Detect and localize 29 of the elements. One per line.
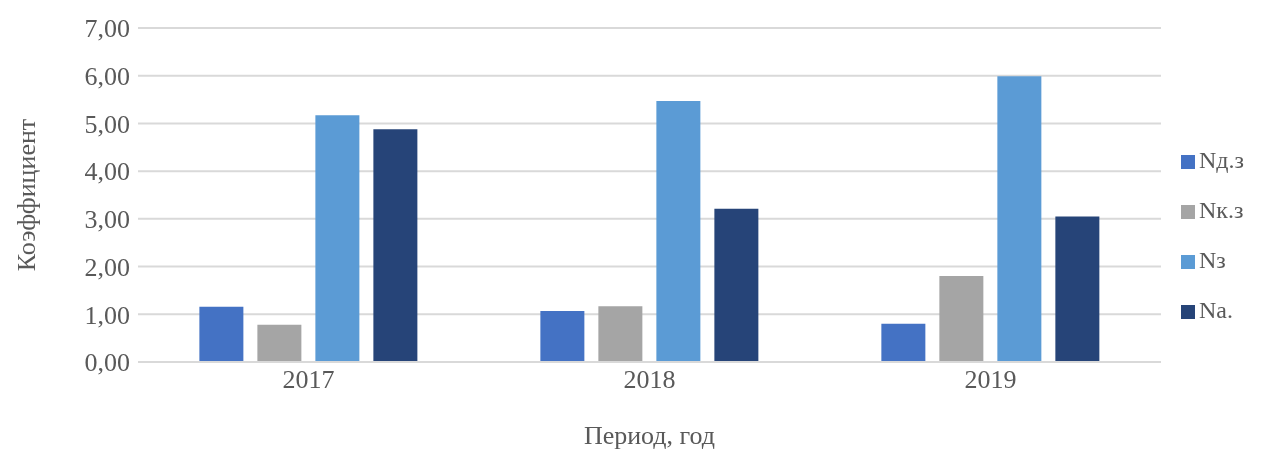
- bar: [598, 306, 643, 362]
- bar: [257, 324, 302, 362]
- legend-label: Nз: [1198, 247, 1226, 273]
- y-tick-label: 2,00: [84, 252, 130, 282]
- bar: [881, 323, 926, 362]
- bar: [373, 129, 418, 362]
- bar: [540, 310, 585, 362]
- y-axis-title: Коэффициент: [12, 118, 42, 272]
- bar: [656, 101, 701, 362]
- bar: [199, 306, 244, 362]
- x-tick-label: 2017: [282, 365, 335, 395]
- x-axis-title: Период, год: [583, 421, 716, 450]
- x-tick-label: 2019: [964, 365, 1017, 395]
- y-tick-label: 1,00: [84, 300, 130, 330]
- legend-label: Nд.з: [1198, 147, 1244, 173]
- y-tick-label: 0,00: [84, 348, 130, 378]
- y-tick-label: 6,00: [84, 61, 130, 91]
- y-tick-label: 5,00: [84, 109, 130, 139]
- bar: [315, 115, 360, 362]
- bar: [939, 276, 984, 362]
- legend-label: Nк.з: [1198, 197, 1244, 223]
- bar: [714, 208, 759, 362]
- bar: [1055, 216, 1100, 362]
- y-tick-label: 3,00: [84, 205, 130, 235]
- x-tick-label: 2018: [623, 365, 676, 395]
- y-tick-label: 4,00: [84, 157, 130, 187]
- legend-label: Na.: [1198, 297, 1233, 323]
- y-tick-label: 7,00: [84, 14, 130, 44]
- bar: [997, 76, 1042, 362]
